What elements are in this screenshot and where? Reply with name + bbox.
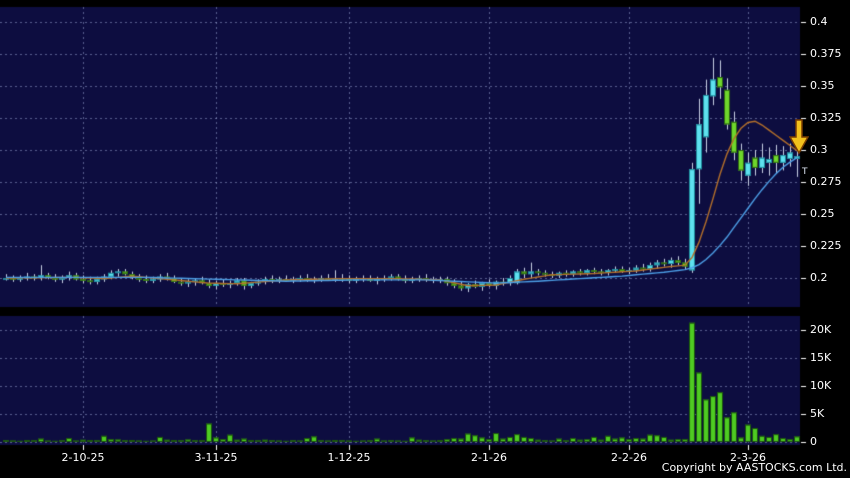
sell-signal-arrow-icon — [788, 119, 810, 155]
date-axis-label: 2-2-26 — [611, 451, 647, 464]
price-axis-label: 0.275 — [810, 175, 842, 188]
volume-axis-label: 0 — [810, 435, 817, 448]
price-axis-label: 0.225 — [810, 239, 842, 252]
price-axis-label: 0.375 — [810, 47, 842, 60]
t-event-marker-label: T — [802, 166, 808, 177]
volume-axis-label: 15K — [810, 351, 832, 364]
price-axis-label: 0.3 — [810, 143, 828, 156]
volume-axis-label: 5K — [810, 407, 825, 420]
volume-axis-label: 10K — [810, 379, 832, 392]
volume-axis-label: 20K — [810, 323, 832, 336]
price-axis-label: 0.4 — [810, 15, 828, 28]
date-axis-label: 2-10-25 — [61, 451, 105, 464]
date-axis-label: 2-3-26 — [730, 451, 766, 464]
date-axis-label: 2-1-26 — [471, 451, 507, 464]
price-axis-label: 0.25 — [810, 207, 835, 220]
copyright-text: Copyright by AASTOCKS.com Ltd. — [661, 461, 847, 474]
price-axis-label: 0.35 — [810, 79, 835, 92]
date-axis-label: 3-11-25 — [194, 451, 238, 464]
price-axis-label: 0.2 — [810, 271, 828, 284]
price-axis-label: 0.325 — [810, 111, 842, 124]
date-axis-label: 1-12-25 — [327, 451, 371, 464]
